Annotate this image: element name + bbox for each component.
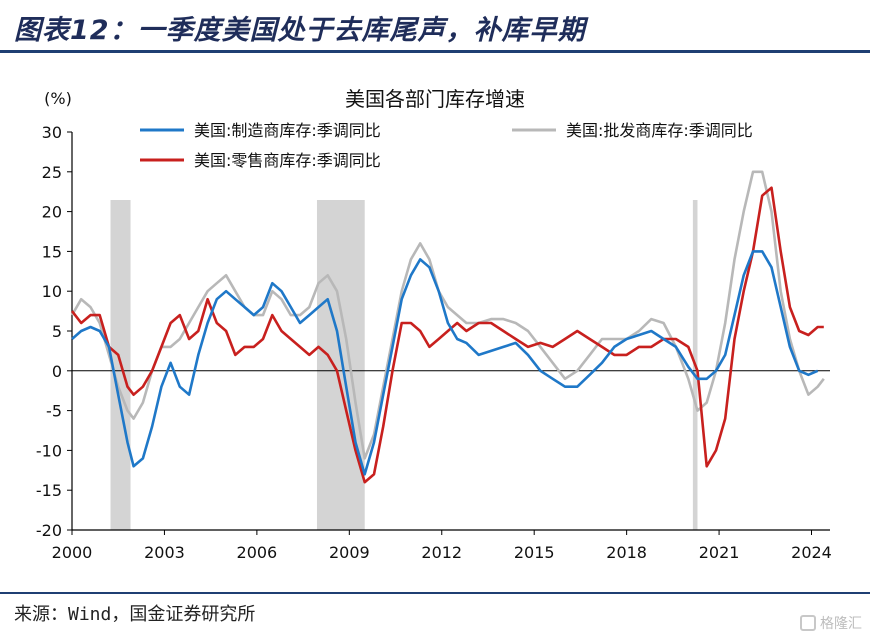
- recession-bands: [110, 200, 698, 530]
- y-tick-label: 0: [52, 362, 62, 381]
- legend-label-1: 美国:批发商库存:季调同比: [566, 121, 753, 140]
- x-tick-label: 2009: [329, 543, 370, 562]
- watermark-text: 格隆汇: [820, 616, 862, 632]
- x-tick-label: 2003: [144, 543, 185, 562]
- x-tick-label: 2021: [699, 543, 740, 562]
- y-tick-label: -5: [46, 402, 62, 421]
- figure-title: 图表12：一季度美国处于去库尾声，补库早期: [14, 15, 586, 46]
- recession-band-1: [316, 200, 365, 530]
- x-tick-label: 2012: [421, 543, 462, 562]
- y-tick-label: 20: [42, 203, 62, 222]
- y-tick-label: 15: [42, 242, 62, 261]
- legend-label-0: 美国:制造商库存:季调同比: [194, 121, 381, 140]
- series-line-1: [70, 170, 825, 460]
- watermark: 格隆汇: [800, 613, 862, 633]
- y-tick-label: 10: [42, 282, 62, 301]
- series-line-2: [70, 186, 824, 484]
- y-tick-label: -15: [36, 481, 62, 500]
- watermark-logo-icon: [800, 615, 816, 631]
- series-line-0: [71, 250, 819, 476]
- x-tick-label: 2018: [606, 543, 647, 562]
- y-tick-label: 30: [42, 123, 62, 142]
- y-axis-unit: (%): [44, 89, 72, 108]
- y-tick-label: -20: [36, 521, 62, 540]
- x-tick-label: 2006: [237, 543, 278, 562]
- series-lines: [70, 170, 825, 484]
- x-tick-label: 2015: [514, 543, 555, 562]
- x-tick-label: 2024: [791, 543, 832, 562]
- y-tick-label: 25: [42, 163, 62, 182]
- y-tick-label: -10: [36, 441, 62, 460]
- x-tick-label: 2000: [52, 543, 93, 562]
- y-tick-label: 5: [52, 322, 62, 341]
- source-note: 来源：Wind，国金证券研究所: [14, 604, 256, 625]
- chart-title: 美国各部门库存增速: [345, 87, 525, 111]
- legend-label-2: 美国:零售商库存:季调同比: [194, 151, 381, 170]
- top-rule: [0, 50, 870, 53]
- bottom-rule: [0, 592, 870, 594]
